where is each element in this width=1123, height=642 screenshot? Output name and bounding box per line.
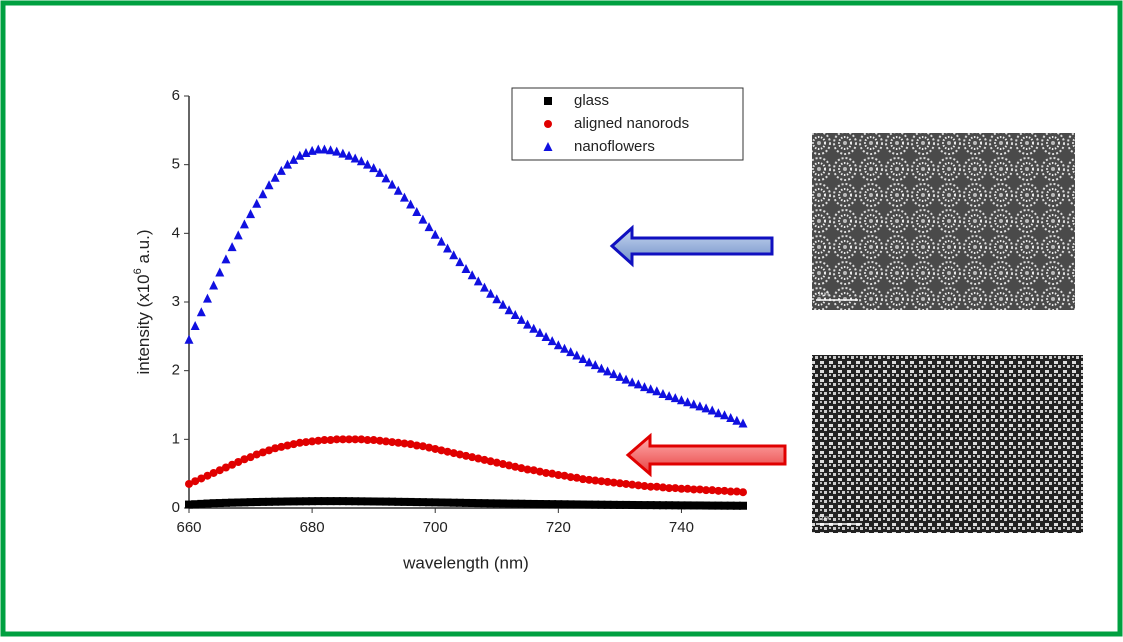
marker bbox=[544, 97, 552, 105]
x-tick-label: 700 bbox=[423, 519, 448, 536]
marker bbox=[240, 219, 249, 228]
marker bbox=[332, 147, 341, 156]
marker bbox=[308, 146, 317, 155]
x-tick-label: 740 bbox=[669, 519, 694, 536]
page: 0 1 2 3 4 5 6 660 680 700 720 740 wavelength (nm) int… bbox=[0, 0, 1123, 637]
marker bbox=[246, 209, 255, 218]
y-axis-label: intensity (x106 a.u.) bbox=[132, 229, 154, 374]
y-tick-label: 0 bbox=[172, 499, 180, 516]
scale-label: 1 µm bbox=[818, 515, 829, 521]
marker bbox=[234, 230, 243, 239]
marker bbox=[739, 502, 747, 510]
legend-label: glass bbox=[574, 92, 609, 109]
marker bbox=[203, 294, 212, 303]
y-tick-label: 5 bbox=[172, 156, 180, 173]
marker bbox=[258, 189, 267, 198]
sem-image bbox=[812, 133, 1075, 310]
legend-label: aligned nanorods bbox=[574, 115, 689, 132]
y-tick-label: 2 bbox=[172, 362, 180, 379]
chart: 0 1 2 3 4 5 6 660 680 700 720 740 wavelength (nm) int… bbox=[132, 87, 748, 573]
arrow bbox=[612, 228, 772, 264]
y-tick-label: 3 bbox=[172, 293, 180, 310]
marker bbox=[191, 321, 200, 330]
y-axis-label-part: intensity (x10 bbox=[134, 274, 153, 374]
marker bbox=[185, 335, 194, 344]
scale-label: 1 µm bbox=[818, 291, 829, 297]
marker bbox=[209, 281, 218, 290]
x-axis-label: wavelength (nm) bbox=[402, 553, 529, 572]
marker bbox=[215, 267, 224, 276]
y-tick-label: 4 bbox=[172, 224, 180, 241]
marker bbox=[228, 242, 237, 251]
marker bbox=[197, 307, 206, 316]
marker bbox=[221, 254, 230, 263]
marker bbox=[544, 120, 552, 128]
y-tick-label: 6 bbox=[172, 87, 180, 104]
y-axis-label-part: a.u.) bbox=[134, 229, 153, 268]
arrow bbox=[628, 436, 785, 474]
legend-label: nanoflowers bbox=[574, 138, 655, 155]
x-tick-label: 680 bbox=[300, 519, 325, 536]
x-tick-label: 720 bbox=[546, 519, 571, 536]
marker bbox=[252, 199, 261, 208]
x-tick-label: 660 bbox=[176, 519, 201, 536]
y-tick-label: 1 bbox=[172, 430, 180, 447]
sem-image bbox=[812, 355, 1083, 533]
marker bbox=[739, 488, 747, 496]
